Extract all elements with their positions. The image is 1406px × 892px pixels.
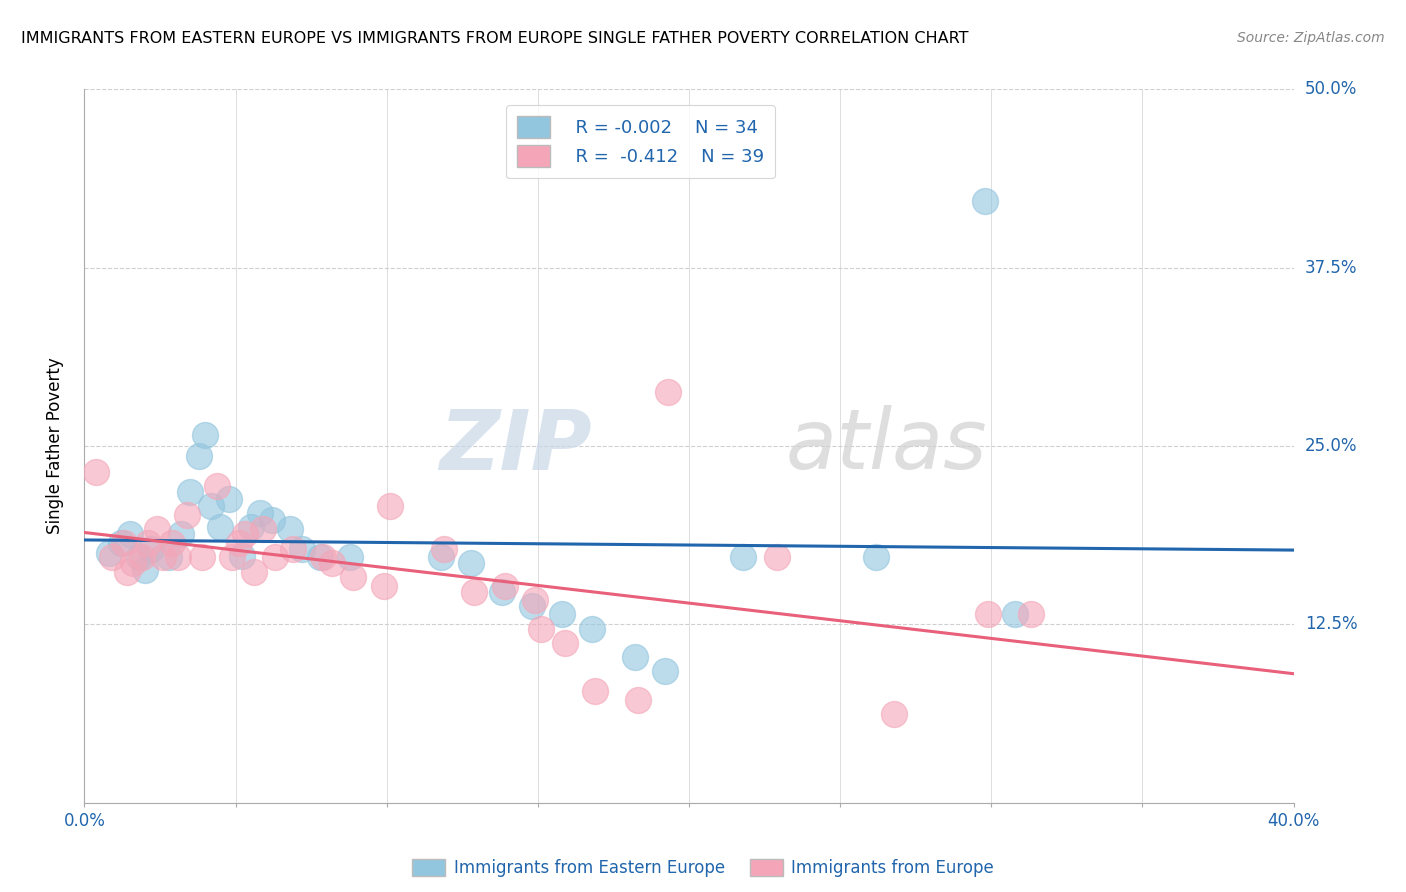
Point bbox=[278, 522, 301, 536]
Point bbox=[239, 520, 262, 534]
Point bbox=[115, 565, 138, 579]
Point bbox=[221, 550, 243, 565]
Text: ZIP: ZIP bbox=[440, 406, 592, 486]
Point bbox=[733, 550, 755, 565]
Point bbox=[209, 520, 232, 534]
Point bbox=[765, 550, 787, 565]
Point bbox=[530, 622, 553, 636]
Point bbox=[228, 536, 250, 550]
Point bbox=[430, 550, 453, 565]
Point bbox=[551, 607, 574, 622]
Y-axis label: Single Father Poverty: Single Father Poverty bbox=[46, 358, 65, 534]
Point bbox=[463, 584, 485, 599]
Point bbox=[100, 550, 122, 565]
Point bbox=[342, 570, 364, 584]
Point bbox=[152, 550, 174, 565]
Point bbox=[136, 536, 159, 550]
Point bbox=[260, 513, 283, 527]
Point bbox=[146, 522, 169, 536]
Point bbox=[252, 522, 274, 536]
Point bbox=[86, 465, 108, 479]
Point bbox=[263, 550, 285, 565]
Point bbox=[139, 541, 162, 556]
Point bbox=[231, 549, 253, 563]
Point bbox=[623, 650, 645, 665]
Point bbox=[654, 665, 676, 679]
Point bbox=[233, 527, 256, 541]
Point bbox=[523, 593, 546, 607]
Text: 37.5%: 37.5% bbox=[1305, 259, 1357, 277]
Point bbox=[657, 384, 679, 399]
Text: 12.5%: 12.5% bbox=[1305, 615, 1357, 633]
Point bbox=[121, 556, 143, 570]
Point bbox=[309, 550, 332, 565]
Legend:   R = -0.002    N = 34,   R =  -0.412    N = 39: R = -0.002 N = 34, R = -0.412 N = 39 bbox=[506, 105, 775, 178]
Point bbox=[974, 194, 997, 208]
Point bbox=[520, 599, 543, 613]
Point bbox=[188, 449, 211, 463]
Text: Source: ZipAtlas.com: Source: ZipAtlas.com bbox=[1237, 31, 1385, 45]
Point bbox=[131, 550, 153, 565]
Point bbox=[977, 607, 1000, 622]
Point bbox=[865, 550, 887, 565]
Point bbox=[134, 563, 156, 577]
Point bbox=[170, 527, 193, 541]
Point bbox=[1004, 607, 1026, 622]
Point bbox=[321, 556, 343, 570]
Point bbox=[176, 508, 198, 522]
Point bbox=[218, 491, 240, 506]
Point bbox=[554, 636, 576, 650]
Point bbox=[194, 427, 217, 442]
Point bbox=[339, 550, 361, 565]
Point bbox=[460, 556, 482, 570]
Point bbox=[112, 536, 135, 550]
Point bbox=[207, 479, 229, 493]
Point bbox=[433, 541, 456, 556]
Point bbox=[160, 536, 183, 550]
Point bbox=[191, 550, 214, 565]
Point bbox=[179, 484, 201, 499]
Point bbox=[128, 550, 150, 565]
Point bbox=[378, 499, 401, 513]
Text: 25.0%: 25.0% bbox=[1305, 437, 1357, 455]
Point bbox=[883, 707, 905, 722]
Point bbox=[494, 579, 516, 593]
Point bbox=[291, 541, 314, 556]
Point bbox=[312, 550, 335, 565]
Point bbox=[110, 536, 132, 550]
Point bbox=[249, 506, 271, 520]
Point bbox=[97, 546, 120, 560]
Point bbox=[167, 550, 190, 565]
Text: atlas: atlas bbox=[786, 406, 987, 486]
Point bbox=[491, 584, 513, 599]
Point bbox=[118, 527, 141, 541]
Point bbox=[281, 541, 304, 556]
Point bbox=[581, 622, 603, 636]
Text: IMMIGRANTS FROM EASTERN EUROPE VS IMMIGRANTS FROM EUROPE SINGLE FATHER POVERTY C: IMMIGRANTS FROM EASTERN EUROPE VS IMMIGR… bbox=[21, 31, 969, 46]
Point bbox=[242, 565, 264, 579]
Legend: Immigrants from Eastern Europe, Immigrants from Europe: Immigrants from Eastern Europe, Immigran… bbox=[405, 852, 1001, 884]
Point bbox=[1019, 607, 1042, 622]
Point bbox=[626, 693, 648, 707]
Text: 50.0%: 50.0% bbox=[1305, 80, 1357, 98]
Point bbox=[200, 499, 222, 513]
Point bbox=[157, 550, 180, 565]
Point bbox=[373, 579, 395, 593]
Point bbox=[583, 684, 606, 698]
